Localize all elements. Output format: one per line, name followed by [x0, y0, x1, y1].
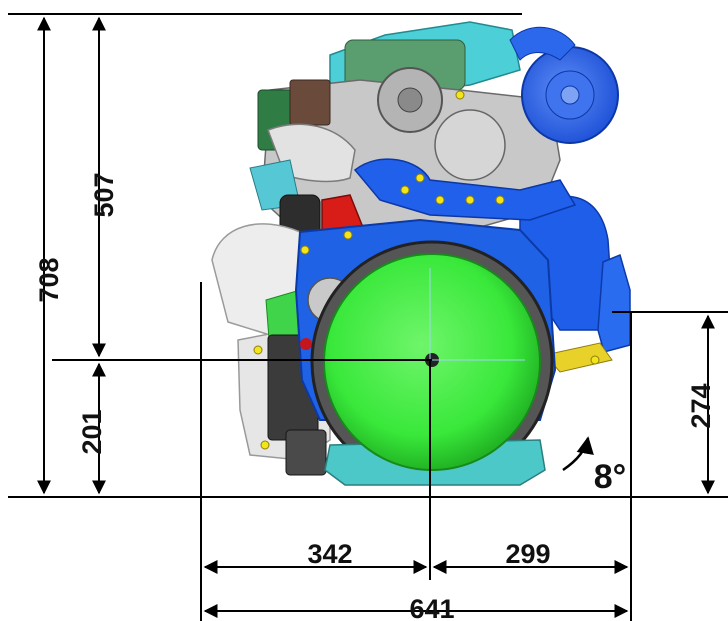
engine-illustration: [211, 21, 631, 486]
label-274: 274: [686, 383, 716, 428]
blue-intake-pipe: [353, 158, 577, 221]
pump-wheel: [434, 109, 506, 181]
tilt-angle-arrow: [562, 436, 594, 472]
turbo-core: [560, 85, 580, 105]
dimension-lines: [8, 13, 728, 621]
label-201: 201: [77, 409, 107, 454]
pulley-hub: [397, 87, 423, 113]
label-507: 507: [89, 172, 119, 217]
label-342: 342: [307, 539, 352, 569]
dark-starter-lower: [285, 429, 327, 476]
red-plug: [300, 338, 312, 350]
mounting-bracket: [597, 253, 631, 353]
turbo-pipe: [509, 26, 576, 61]
tilt-angle-label: 8°: [594, 458, 627, 496]
sensor-block: [289, 79, 331, 126]
label-299: 299: [505, 539, 550, 569]
bolts: [253, 90, 600, 450]
label-641: 641: [409, 594, 454, 621]
label-708: 708: [34, 257, 64, 302]
